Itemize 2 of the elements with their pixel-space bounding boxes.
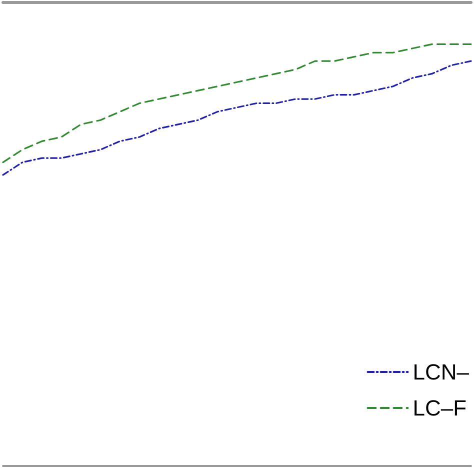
legend-label: LC–F (412, 396, 467, 420)
legend-label: LCN– (412, 360, 470, 384)
